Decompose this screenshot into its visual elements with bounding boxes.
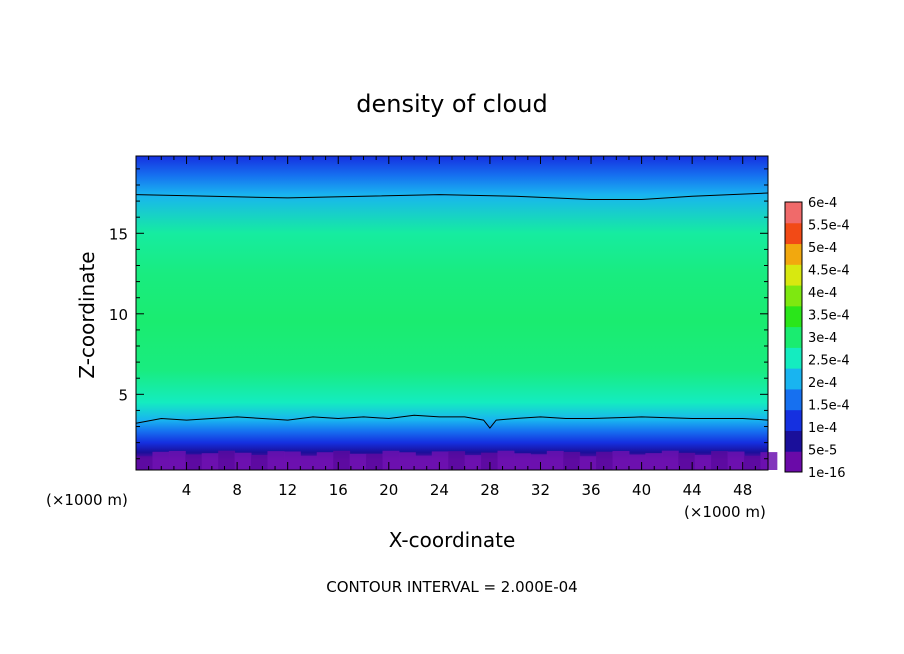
surface-cell [168,450,186,470]
contour-interval-note: CONTOUR INTERVAL = 2.000E-04 [326,578,577,596]
colorbar-label: 2.5e-4 [808,354,850,369]
colorbar: 1e-16 5e-5 1e-4 1.5e-4 2e-4 2.5e-4 3e-4 3.5e-4 4… [784,196,850,481]
surface-cell [201,453,219,470]
colorbar-swatch [785,347,802,369]
y-axis-title: Z-coordinate [75,251,99,378]
colorbar-swatch [785,368,802,390]
x-tick-label: 44 [683,481,702,499]
colorbar-label: 4.5e-4 [808,264,850,279]
x-tick-label: 20 [379,481,398,499]
surface-cell [398,452,416,470]
surface-cell [300,455,318,470]
surface-cell [316,452,334,470]
surface-cell [727,451,745,470]
surface-cell [218,450,236,470]
surface-cell [530,454,548,470]
surface-cell [760,452,778,470]
colorbar-swatch [785,264,802,286]
surface-cell [333,450,351,470]
colorbar-swatch [785,305,802,328]
surface-cell [579,456,597,470]
surface-cell [464,455,482,470]
surface-cell [612,450,630,470]
chart-title: density of cloud [356,90,547,118]
x-tick-label: 16 [329,481,348,499]
density-field [136,156,768,470]
x-tick-label: 32 [531,481,550,499]
surface-cell [743,455,761,470]
surface-cell [415,455,433,470]
colorbar-label: 1.5e-4 [808,399,850,414]
surface-cell [448,451,466,470]
surface-cell [251,454,268,470]
colorbar-swatch [785,388,802,411]
surface-cell [596,451,614,470]
surface-cell [366,453,383,470]
colorbar-label: 5.5e-4 [808,219,850,234]
surface-cell [694,454,712,470]
x-unit-label-right: (×1000 m) [684,503,766,521]
surface-cell [678,452,696,470]
colorbar-label: 3e-4 [808,331,837,346]
colorbar-swatch [785,285,802,307]
y-tick-label: 5 [118,386,128,404]
y-tick-label: 15 [109,225,128,243]
x-axis-title: X-coordinate [389,528,516,552]
surface-cell [546,450,564,470]
contour-lines [135,192,769,429]
colorbar-label: 2e-4 [808,376,837,391]
x-tick-label: 36 [581,481,600,499]
surface-cell [711,451,729,470]
surface-cell [563,451,581,470]
surface-cell [185,454,203,470]
surface-cell [234,452,252,470]
x-tick-label: 4 [182,481,192,499]
y-axis: 5 10 15 [109,168,768,460]
surface-cell [267,451,285,470]
x-tick-label: 48 [733,481,752,499]
x-unit-label-left: (×1000 m) [46,491,128,509]
colorbar-frame [784,201,803,473]
colorbar-label: 5e-5 [808,444,837,459]
colorbar-swatch [785,222,802,245]
colorbar-swatch [785,430,802,452]
colorbar-swatch [785,326,802,348]
colorbar-label: 5e-4 [808,241,837,256]
colorbar-swatch [785,202,802,224]
surface-cell [497,450,515,470]
x-tick-label: 12 [278,481,297,499]
y-tick-label: 10 [109,306,128,324]
colorbar-swatch [785,409,802,431]
x-tick-label: 8 [232,481,242,499]
colorbar-label: 1e-4 [808,421,837,436]
colorbar-label: 1e-16 [808,466,846,481]
surface-cell [349,453,367,470]
surface-cell [628,454,646,470]
x-axis: 4 8 12 16 20 24 28 32 36 40 44 48 [148,156,756,499]
colorbar-swatch [785,451,802,473]
x-tick-label: 28 [480,481,499,499]
surface-cell [661,450,679,470]
surface-cell [283,451,301,470]
colorbar-swatch [785,243,802,265]
x-tick-label: 40 [632,481,651,499]
surface-cell [481,452,499,470]
surface-cell [431,451,449,470]
colorbar-label: 3.5e-4 [808,309,850,324]
contour-line [135,414,769,429]
x-tick-label: 24 [430,481,449,499]
contour-line [135,192,769,200]
surface-cell [152,451,170,470]
surface-cell [513,453,531,470]
colorbar-label: 6e-4 [808,196,837,211]
surface-cell [645,453,663,470]
surface-cell [382,450,400,470]
surface-layer [136,450,778,470]
colorbar-label: 4e-4 [808,286,837,301]
